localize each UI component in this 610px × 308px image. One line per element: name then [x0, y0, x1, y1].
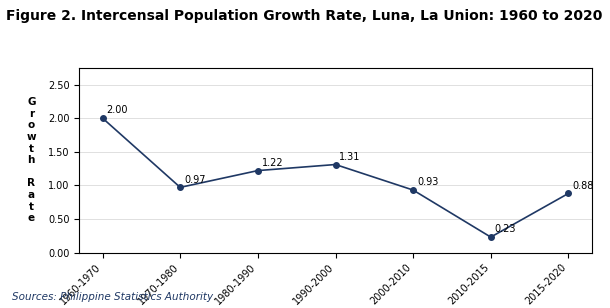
- Text: 0.23: 0.23: [495, 225, 516, 234]
- Text: 2.00: 2.00: [107, 105, 128, 116]
- Text: 0.88: 0.88: [572, 181, 594, 191]
- Text: 1.31: 1.31: [339, 152, 361, 162]
- Text: 1.22: 1.22: [262, 158, 284, 168]
- Text: Figure 2. Intercensal Population Growth Rate, Luna, La Union: 1960 to 2020: Figure 2. Intercensal Population Growth …: [6, 9, 603, 23]
- Y-axis label: G
r
o
w
t
h
 
R
a
t
e: G r o w t h R a t e: [26, 97, 36, 223]
- Text: 0.93: 0.93: [417, 177, 439, 187]
- Text: 0.97: 0.97: [184, 175, 206, 185]
- Text: Sources: Philippine Statistics Authority: Sources: Philippine Statistics Authority: [12, 292, 213, 302]
